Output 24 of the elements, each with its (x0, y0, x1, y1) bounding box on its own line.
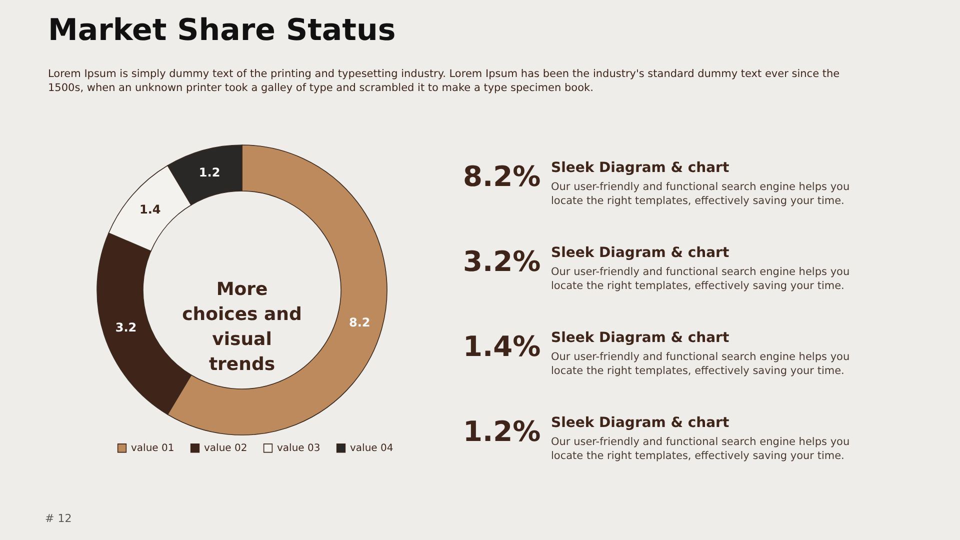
legend-label: value 03 (277, 443, 320, 454)
chart-title: Market Share Status (48, 13, 396, 48)
text: 1.4% (463, 330, 541, 363)
text: Sleek Diagram & chart (551, 245, 730, 261)
legend-label: value 01 (131, 443, 174, 454)
text: 1.2% (463, 415, 541, 448)
legend-label: value 02 (204, 443, 248, 454)
text: Our user-friendly and functional search engine helps you locate the right templates, effectively saving your time. (551, 436, 850, 462)
text: Sleek Diagram & chart (551, 415, 730, 431)
data-label: 3.2 (115, 320, 137, 335)
data-label: 1.2 (198, 165, 220, 180)
text: Our user-friendly and functional search engine helps you locate the right templates, effectively saving your time. (551, 181, 850, 207)
text: 8.2% (463, 160, 541, 193)
data-label: 8.2 (348, 315, 370, 330)
text: # 12 (45, 512, 72, 525)
text: Lorem Ipsum is simply dummy text of the printing and typesetting industry. Lorem Ipsum has been the industry's standard dummy text ever since the 1500s, when an unknown printer took a galley of type and scrambled it to make a type specimen book. (48, 68, 840, 94)
text: Sleek Diagram & chart (551, 330, 730, 346)
legend-label: value 04 (350, 443, 394, 454)
text: Sleek Diagram & chart (551, 160, 730, 176)
data-label: 1.4 (139, 202, 161, 217)
text: 3.2% (463, 245, 541, 278)
text: Our user-friendly and functional search engine helps you locate the right templates, effectively saving your time. (551, 266, 850, 292)
text: More choices and visual trends (182, 279, 302, 375)
text: Our user-friendly and functional search engine helps you locate the right templates, effectively saving your time. (551, 351, 850, 377)
